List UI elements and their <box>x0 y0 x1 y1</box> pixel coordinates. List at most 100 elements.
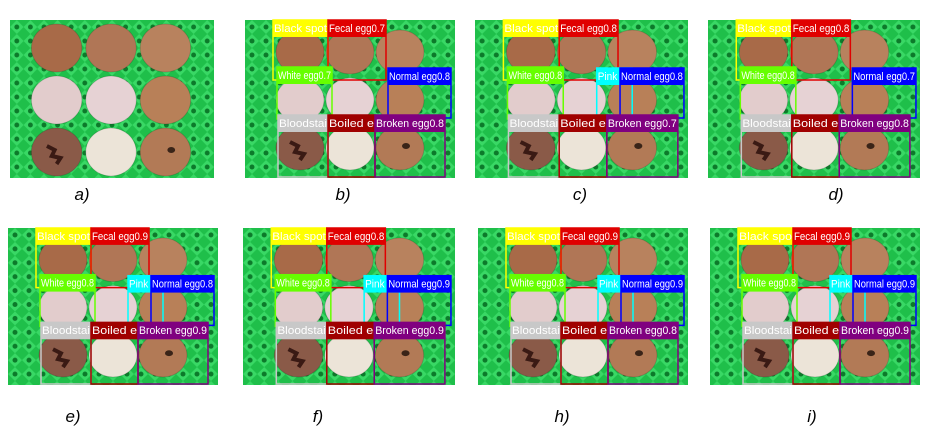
panel <box>10 20 214 178</box>
detection-label: Boiled e <box>560 118 606 130</box>
crack <box>401 350 409 356</box>
detection-label: Boiled e <box>794 325 839 337</box>
detection-label: White egg0.8 <box>508 70 562 82</box>
crack <box>165 350 173 356</box>
egg <box>139 333 187 377</box>
crack <box>635 350 643 356</box>
egg <box>86 24 137 72</box>
detection-label: Bloodstai <box>744 325 792 337</box>
crack <box>867 350 875 356</box>
detection-label: Black spo <box>739 231 792 243</box>
detection-label: Black spot <box>37 231 90 243</box>
detection-label: Black spot <box>274 23 327 35</box>
panel-caption: e) <box>65 407 80 426</box>
detection-label: Fecal egg0.9 <box>794 231 850 243</box>
egg <box>840 126 888 170</box>
detection-label: Bloodstai <box>742 118 790 130</box>
egg <box>86 76 137 124</box>
egg <box>274 333 322 377</box>
detection-label: Bloodstai <box>512 325 560 337</box>
egg <box>89 333 137 377</box>
egg <box>609 333 657 377</box>
detection-label: Broken egg0.9 <box>139 325 207 337</box>
detection-label: Normal egg0.8 <box>152 279 213 291</box>
detection-label: Bloodstai <box>42 325 90 337</box>
detection-label: White egg0.8 <box>276 278 330 290</box>
detection-label: Boiled e <box>329 118 374 130</box>
egg <box>326 126 374 170</box>
detection-label: Normal egg0.8 <box>621 71 683 83</box>
detection-label: Broken egg0.8 <box>609 325 677 337</box>
detection-label: Normal egg0.9 <box>622 279 683 291</box>
panel-caption: a) <box>74 185 89 204</box>
panel-caption: f) <box>313 407 323 426</box>
detection-label: White egg0.8 <box>741 70 795 82</box>
egg <box>739 126 787 170</box>
egg <box>31 24 82 72</box>
egg <box>741 333 789 377</box>
detection-label: White egg0.8 <box>743 278 796 290</box>
egg <box>557 126 606 170</box>
detection-label: Fecal egg0.8 <box>560 23 617 35</box>
detection-label: Normal egg0.8 <box>389 71 450 83</box>
egg <box>325 333 373 377</box>
detection-label: White egg0.7 <box>278 70 331 82</box>
detection-label: Broken egg0.8 <box>376 118 444 130</box>
egg <box>140 76 191 124</box>
egg <box>140 24 191 72</box>
egg <box>376 126 424 170</box>
figure: a)Black spotFecal egg0.7White egg0.7Norm… <box>0 0 928 436</box>
egg <box>608 126 657 170</box>
panel-caption: h) <box>554 407 569 426</box>
detection-label: Bloodstai <box>509 118 558 130</box>
egg <box>140 128 191 176</box>
detection-label: Boiled e <box>562 325 607 337</box>
egg <box>375 333 423 377</box>
detection-label: Black spot <box>737 23 791 35</box>
egg <box>509 333 557 377</box>
panel-caption: b) <box>335 185 350 204</box>
detection-label: Black spot <box>507 231 560 243</box>
panel-caption: c) <box>573 185 587 204</box>
detection-label: Fecal egg0.8 <box>328 231 385 243</box>
egg <box>841 333 889 377</box>
detection-label: Boiled e <box>793 118 838 130</box>
detection-label: Normal egg0.7 <box>853 71 915 83</box>
crack <box>402 143 410 149</box>
egg <box>790 126 838 170</box>
egg <box>39 333 87 377</box>
egg <box>506 126 555 170</box>
panel-caption: d) <box>828 185 843 204</box>
detection-label: Fecal egg0.9 <box>92 231 148 243</box>
detection-label: Normal egg0.9 <box>388 279 450 291</box>
egg <box>276 126 324 170</box>
egg <box>31 128 82 176</box>
detection-label: White egg0.8 <box>511 278 564 290</box>
egg <box>86 128 137 176</box>
panel-caption: i) <box>807 407 816 426</box>
egg <box>791 333 839 377</box>
detection-label: White egg0.8 <box>41 278 94 290</box>
detection-label: Boiled e <box>328 325 373 337</box>
detection-label: Fecal egg0.9 <box>562 231 618 243</box>
detection-label: Broken egg0.7 <box>608 118 677 130</box>
panel: Black spotFecal egg0.8White egg0.8Pink e… <box>243 228 455 385</box>
detection-label: Boiled e <box>92 325 137 337</box>
detection-label: Fecal egg0.8 <box>793 23 850 35</box>
detection-label: Bloodstai <box>277 325 325 337</box>
detection-label: Broken egg0.9 <box>375 325 444 337</box>
crack <box>167 147 175 153</box>
crack <box>634 143 642 149</box>
detection-label: Normal egg0.9 <box>854 279 915 291</box>
egg <box>31 76 82 124</box>
egg <box>559 333 607 377</box>
detection-label: Bloodstai <box>279 118 327 130</box>
detection-label: Broken egg0.9 <box>841 325 909 337</box>
detection-label: Fecal egg0.7 <box>329 23 385 35</box>
